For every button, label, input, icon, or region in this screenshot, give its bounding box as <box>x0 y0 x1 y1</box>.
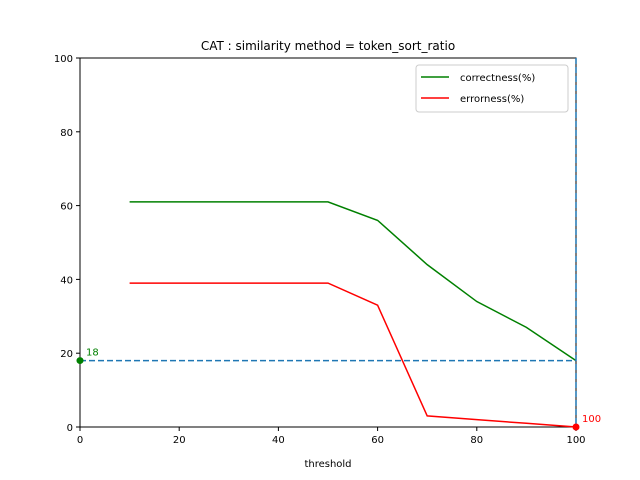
x-tick-label: 100 <box>566 435 585 446</box>
legend: correctness(%) errorness(%) <box>415 64 569 113</box>
annotation-label: 100 <box>582 414 601 425</box>
y-tick-label: 40 <box>60 275 73 286</box>
x-axis-label: threshold <box>304 459 351 470</box>
series-line-0 <box>129 201 577 362</box>
y-tick-label: 0 <box>67 423 73 434</box>
annotation-marker <box>572 423 580 431</box>
y-tick-label: 20 <box>60 349 73 360</box>
x-tick-label: 40 <box>272 435 285 446</box>
y-tick-label: 60 <box>60 202 73 213</box>
chart-title: CAT : similarity method = token_sort_rat… <box>201 39 455 53</box>
x-tick-label: 20 <box>173 435 186 446</box>
x-tick-label: 60 <box>371 435 384 446</box>
annotation-marker <box>76 357 84 365</box>
legend-box <box>415 64 569 113</box>
series-line-1 <box>129 282 577 428</box>
x-tick-label: 0 <box>77 435 83 446</box>
annotation-label: 18 <box>86 348 99 359</box>
legend-entry-label: correctness(%) <box>460 73 535 84</box>
legend-entry-label: errorness(%) <box>460 94 524 105</box>
plot-area: 0 20 40 60 80 100 0 20 40 60 80 100 18 100 <box>54 54 601 446</box>
y-tick-label: 100 <box>54 54 73 65</box>
x-tick-label: 80 <box>470 435 483 446</box>
y-tick-label: 80 <box>60 128 73 139</box>
